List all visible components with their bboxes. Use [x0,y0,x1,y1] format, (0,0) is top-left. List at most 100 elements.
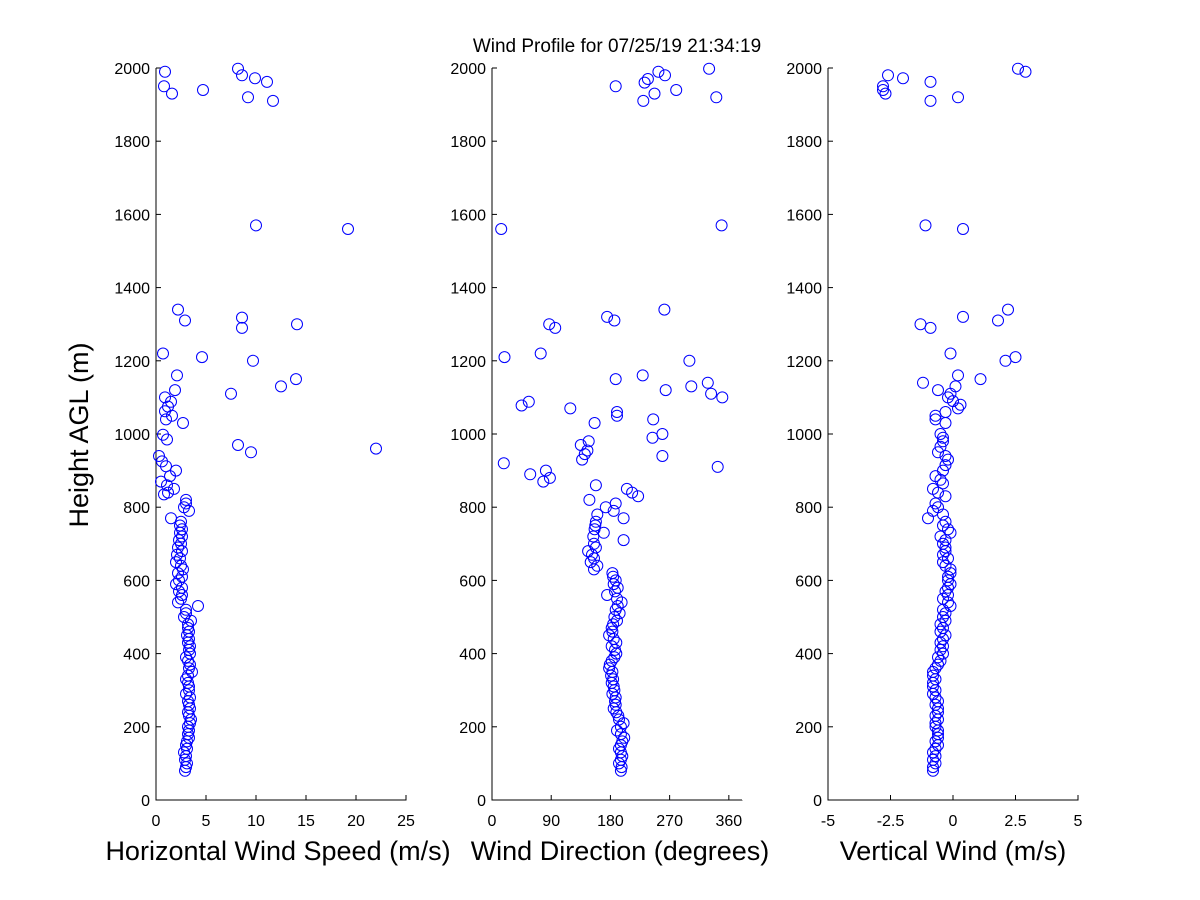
data-point [582,435,595,448]
y-tick-label: 600 [123,573,150,590]
y-tick-label: 0 [141,793,150,810]
data-point [942,453,954,466]
data-point [937,556,949,569]
data-point [636,369,649,382]
data-point [927,680,939,693]
data-point [937,603,949,616]
data-point [929,717,942,730]
data-point [949,380,962,393]
data-point [992,314,1004,327]
data-point [685,380,698,393]
data-point [939,450,952,462]
data-point [1009,351,1022,364]
data-point [932,731,944,744]
data-point [232,439,244,451]
data-point [160,413,172,426]
y-tick-label: 1800 [450,134,486,151]
data-point [342,223,354,235]
data-point [927,764,939,777]
data-point [929,720,942,733]
data-point [588,563,600,576]
data-point [641,73,654,85]
data-point [929,691,942,704]
data-point [166,409,178,422]
y-tick-label: 400 [795,647,822,664]
data-point [646,431,659,444]
data-point [615,761,628,774]
data-point [161,479,173,492]
data-point [247,354,259,367]
data-point [939,545,952,558]
data-point [183,643,195,656]
x-tick-label: 0 [152,813,161,830]
data-point [648,87,661,100]
data-point [370,442,382,455]
y-tick-label: 1000 [114,427,150,444]
data-point [942,581,954,594]
data-point [974,373,987,386]
data-point [609,373,622,386]
data-point [927,746,939,759]
data-point [183,698,195,711]
data-point [180,603,192,616]
data-point [934,643,947,656]
x-tick-label: 5 [202,813,211,830]
y-tick-label: 200 [459,720,486,737]
data-point [603,662,616,675]
x-tick-label: 15 [297,813,315,830]
data-point [180,493,192,506]
y-tick-label: 2000 [786,61,822,78]
data-point [576,453,589,466]
x-tick-label: 90 [542,813,560,830]
y-axis-label: Height AGL (m) [64,342,94,527]
data-point [249,72,261,85]
y-tick-label: 1200 [114,354,150,371]
data-point [250,219,262,232]
figure-title: Wind Profile for 07/25/19 21:34:19 [473,36,761,57]
y-tick-label: 600 [795,573,822,590]
data-point [498,351,511,364]
x-tick-label: 0 [488,813,497,830]
data-point [524,468,537,481]
vertical-wind-panel: 0 200 400 600 800 1000 1200 1400 1600 1800 2000 -5 -… [786,61,1082,866]
data-point [606,625,619,638]
y-tick-label: 0 [813,793,822,810]
data-point [180,687,192,700]
data-point [175,537,187,550]
data-point [632,490,645,503]
data-point [934,654,947,667]
y-tick-label: 1200 [786,354,822,371]
x-axis-label-wind-direction: Wind Direction (degrees) [471,836,770,866]
data-point [291,318,303,331]
data-point [934,440,947,453]
data-point [939,459,952,472]
y-tick-label: 200 [795,720,822,737]
data-point [937,431,949,444]
horizontal-wind-speed-panel: 0 200 400 600 800 1000 1200 1400 1600 1800 2000 0 5 1… [105,61,450,866]
data-point [670,84,683,96]
data-point [613,757,625,770]
y-tick-label: 1800 [786,134,822,151]
y-tick-label: 0 [477,793,486,810]
data-point [534,347,547,360]
data-point [937,435,949,448]
data-point [939,490,952,503]
data-point [944,526,957,539]
data-point [929,497,942,510]
data-point [609,497,622,510]
y-tick-label: 1400 [786,281,822,298]
data-point [1012,62,1024,75]
data-point [705,387,718,400]
data-point [1002,303,1014,316]
data-point [170,578,182,591]
data-point [177,417,189,429]
data-point [176,530,188,543]
data-point [608,314,621,327]
data-point [929,757,942,770]
data-point [539,464,552,477]
y-tick-label: 2000 [450,61,486,78]
data-point [999,354,1012,367]
data-point [584,556,597,569]
data-point [929,673,942,686]
y-tick-label: 800 [123,500,150,517]
